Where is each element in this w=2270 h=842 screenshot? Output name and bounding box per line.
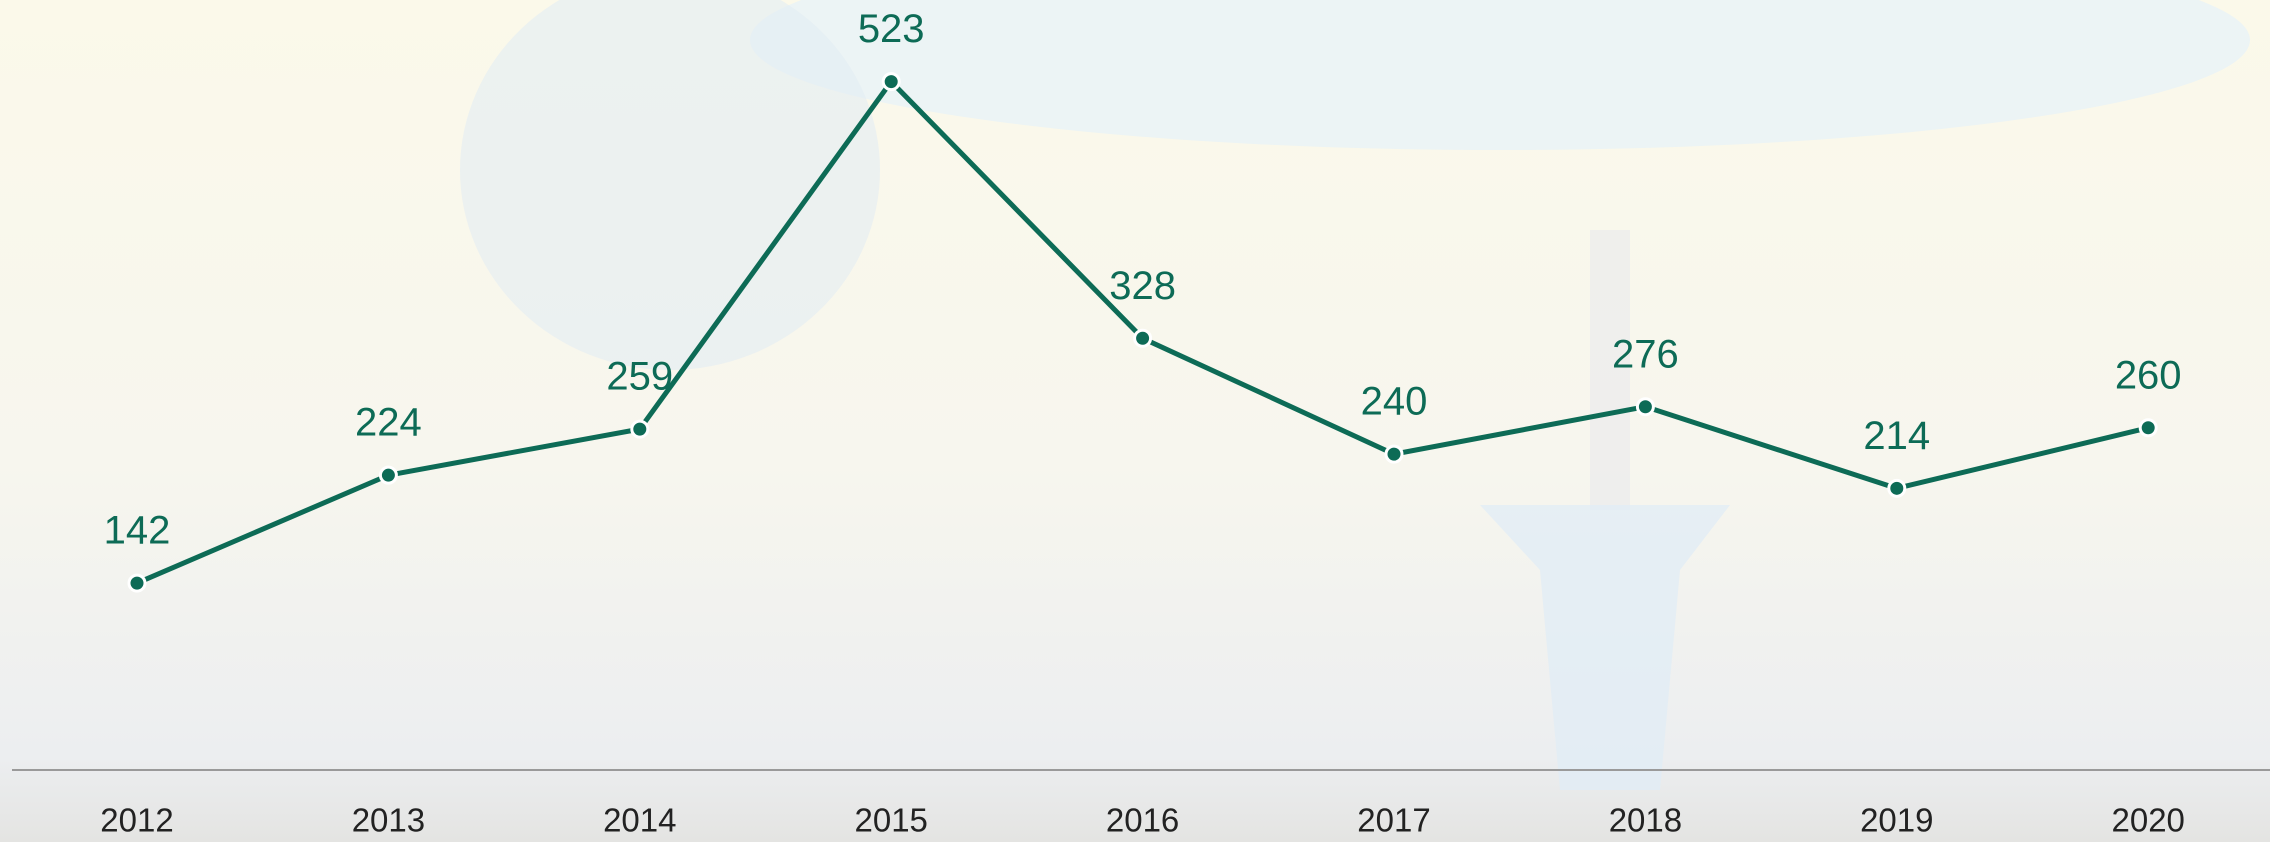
point (632, 421, 648, 437)
data-label: 523 (858, 7, 925, 51)
chart: 2012 2013 2014 2015 2016 2017 2018 2019 2020 142 2… (0, 0, 2270, 842)
x-tick-label: 2020 (2111, 802, 2184, 839)
page: 2012 2013 2014 2015 2016 2017 2018 2019 2020 142 2… (0, 0, 2270, 842)
x-tick-label: 2016 (1106, 802, 1179, 839)
data-label: 240 (1361, 380, 1428, 424)
data-label: 214 (1863, 414, 1930, 458)
data-label: 259 (606, 355, 673, 399)
x-tick-label: 2018 (1609, 802, 1682, 839)
point (1637, 399, 1653, 415)
x-tick-label: 2012 (100, 802, 173, 839)
data-label: 260 (2115, 353, 2182, 397)
point (883, 74, 899, 90)
point (129, 575, 145, 591)
point (1135, 330, 1151, 346)
x-tick-label: 2019 (1860, 802, 1933, 839)
point (1386, 446, 1402, 462)
point (2140, 420, 2156, 436)
data-label: 224 (355, 401, 422, 445)
data-label: 142 (104, 509, 171, 553)
data-label: 328 (1109, 264, 1176, 308)
point (380, 467, 396, 483)
x-tick-label: 2014 (603, 802, 676, 839)
x-tick-label: 2017 (1357, 802, 1430, 839)
point (1889, 480, 1905, 496)
x-tick-label: 2015 (854, 802, 927, 839)
x-tick-label: 2013 (352, 802, 425, 839)
data-label: 276 (1612, 332, 1679, 376)
